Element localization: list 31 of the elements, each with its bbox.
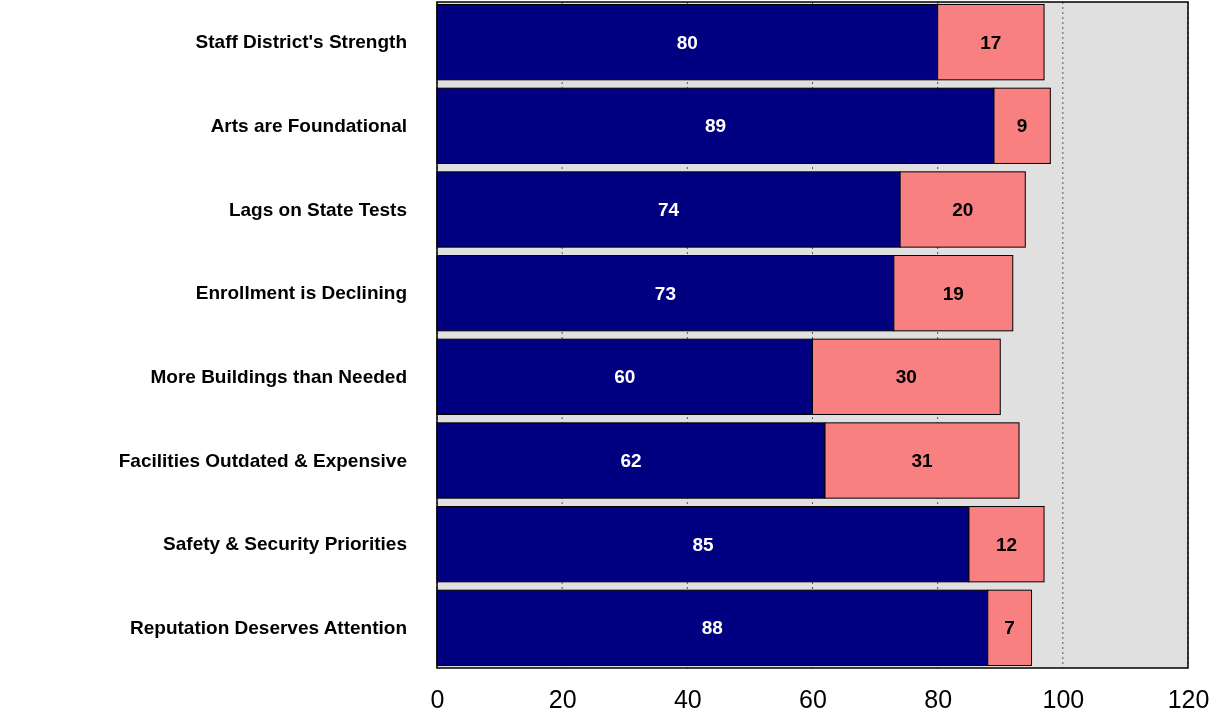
y-tick-label: Enrollment is Declining [195,282,407,304]
y-tick-label: Reputation Deserves Attention [130,616,407,638]
data-label: 20 [952,199,974,221]
y-tick-label: More Buildings than Needed [150,365,407,387]
data-label: 89 [704,115,727,137]
data-label: 88 [701,617,723,639]
data-label: 80 [676,31,698,53]
data-label: 9 [1016,115,1028,137]
data-label: 85 [692,533,714,555]
data-label: 7 [1004,617,1015,639]
x-tick-label: 40 [673,684,702,713]
y-tick-label: Staff District's Strength [195,31,407,53]
y-tick-label: Facilities Outdated & Expensive [118,449,407,471]
y-tick-label: Safety & Security Priorities [163,533,407,555]
x-tick-label: 120 [1167,684,1210,713]
data-label: 19 [942,282,964,304]
y-tick-label: Arts are Foundational [210,114,407,136]
x-tick-label: 20 [548,684,577,713]
x-tick-label: 100 [1042,684,1085,713]
y-tick-label: Lags on State Tests [228,198,407,220]
data-label: 17 [980,31,1002,53]
data-label: 62 [620,450,642,472]
x-tick-label: 0 [430,684,445,713]
data-label: 12 [995,533,1018,555]
data-label: 73 [654,282,676,304]
data-label: 60 [614,366,636,388]
x-tick-label: 60 [799,684,827,713]
data-label: 31 [911,450,934,472]
data-label: 74 [657,199,680,221]
data-label: 30 [895,366,917,388]
x-tick-label: 80 [924,684,953,713]
